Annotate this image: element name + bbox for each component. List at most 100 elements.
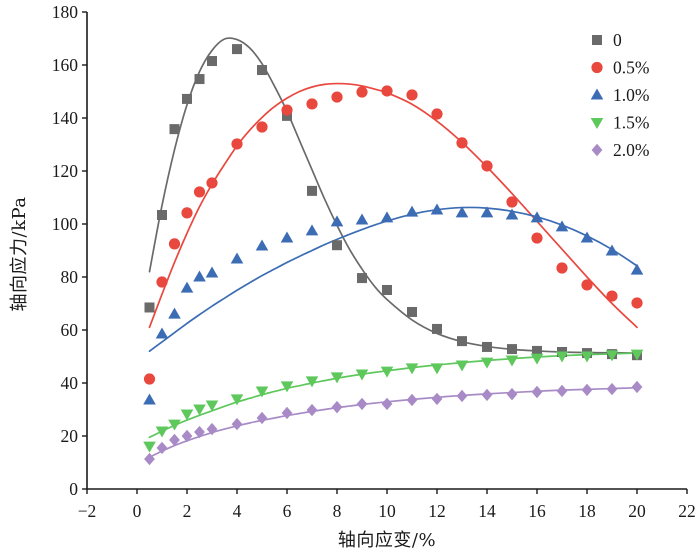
series-2-point <box>505 208 519 220</box>
x-tick-label: 20 <box>628 501 646 521</box>
x-tick-label: 22 <box>678 501 696 521</box>
series-4-point <box>431 392 443 406</box>
series-1-point <box>193 186 206 198</box>
legend-marker <box>590 118 604 129</box>
x-tick-label: 8 <box>333 501 342 521</box>
series-2-point <box>430 203 444 215</box>
series-4-point <box>506 387 518 401</box>
series-1-point <box>581 279 593 291</box>
series-0-point <box>169 124 180 135</box>
y-axis-title: 轴向应力/kPa <box>9 196 30 311</box>
series-4-point <box>531 385 543 399</box>
series-2-point <box>143 393 156 405</box>
x-tick-label: 18 <box>578 501 596 521</box>
x-tick-label: 6 <box>283 501 292 521</box>
series-1-point <box>143 373 156 385</box>
series-0-point <box>232 44 242 55</box>
series-2-point <box>193 270 206 282</box>
series-3-point <box>205 400 219 412</box>
x-axis-title: 轴向应变/% <box>338 530 436 551</box>
series-2-point <box>380 211 394 223</box>
series-3-point <box>193 404 206 416</box>
series-2-point <box>355 213 369 225</box>
series-2-fit-curve <box>148 206 638 353</box>
series-2-point <box>555 220 569 232</box>
series-2-point <box>280 231 294 243</box>
series-1-points <box>143 85 643 385</box>
series-4-point <box>181 429 193 443</box>
series-1-point <box>281 104 293 116</box>
y-tick-label: 60 <box>61 320 79 340</box>
series-4-point <box>169 433 180 447</box>
series-1-point <box>431 108 443 120</box>
series-1-point <box>156 276 168 288</box>
series-3-point <box>143 441 156 453</box>
series-0-point <box>332 240 342 251</box>
series-3-point <box>230 394 244 406</box>
series-2-point <box>605 244 619 256</box>
series-4-point <box>406 393 418 407</box>
series-4-point <box>231 417 243 431</box>
series-3-point <box>405 363 419 375</box>
x-tick-label: 10 <box>378 501 396 521</box>
series-4-points <box>144 380 643 466</box>
series-4-point <box>606 382 618 396</box>
axes: −2 0 2 4 6 8 10 12 14 16 18 20 220204060801001201401… <box>52 2 696 521</box>
series-2-point <box>155 327 169 339</box>
legend-marker <box>590 88 604 100</box>
series-1-point <box>456 137 468 149</box>
series-3-point <box>530 353 544 365</box>
series-1-point <box>306 98 318 110</box>
series-3-point <box>430 363 444 375</box>
series-1-point <box>231 138 243 150</box>
legend-marker <box>591 143 603 157</box>
series-1-point <box>331 91 343 103</box>
series-1-point <box>381 85 393 97</box>
series-0-point <box>432 323 442 334</box>
series-1-point <box>356 86 368 98</box>
series-3-point <box>280 381 294 393</box>
series-1-point <box>481 160 493 172</box>
series-2-point <box>405 205 419 217</box>
series-4-point <box>206 422 218 436</box>
series-4-point <box>631 380 643 394</box>
series-4-point <box>481 388 493 402</box>
series-3-point <box>480 357 494 369</box>
series-4-fit-curve <box>148 386 638 459</box>
series-3-point <box>255 386 269 398</box>
series-4-point <box>456 389 468 403</box>
series-3-point <box>155 426 169 438</box>
series-0-point <box>357 273 367 284</box>
x-tick-label: 14 <box>478 501 496 521</box>
series-0-point <box>382 284 392 295</box>
x-tick-label: 12 <box>428 501 446 521</box>
legend-label: 0 <box>613 30 622 50</box>
legend-label: 1.5% <box>613 113 649 133</box>
series-0-point <box>532 345 542 356</box>
series-3-point <box>505 355 519 367</box>
series-1-point <box>631 297 643 309</box>
legend-item-4: 2.0% <box>591 140 649 160</box>
series-3-point <box>555 351 569 363</box>
legend-marker <box>592 35 602 45</box>
y-tick-label: 140 <box>52 108 79 128</box>
series-1-point <box>181 207 193 219</box>
series-2-point <box>180 281 194 293</box>
legend-item-2: 1.0% <box>590 85 649 105</box>
y-tick-label: 160 <box>52 55 79 75</box>
legend-label: 1.0% <box>613 85 649 105</box>
series-2-point <box>305 224 319 236</box>
series-3-point <box>630 349 644 361</box>
series-4-point <box>256 411 268 425</box>
series-3-point <box>580 351 594 363</box>
y-tick-label: 120 <box>52 161 79 181</box>
series-0-point <box>282 110 292 121</box>
series-4-point <box>331 400 343 414</box>
y-tick-label: 180 <box>52 2 79 22</box>
series-1-point <box>168 238 181 250</box>
series-4-point <box>556 384 568 398</box>
legend-item-3: 1.5% <box>590 113 649 133</box>
series-0-point <box>257 65 267 76</box>
legend-label: 0.5% <box>613 58 649 78</box>
